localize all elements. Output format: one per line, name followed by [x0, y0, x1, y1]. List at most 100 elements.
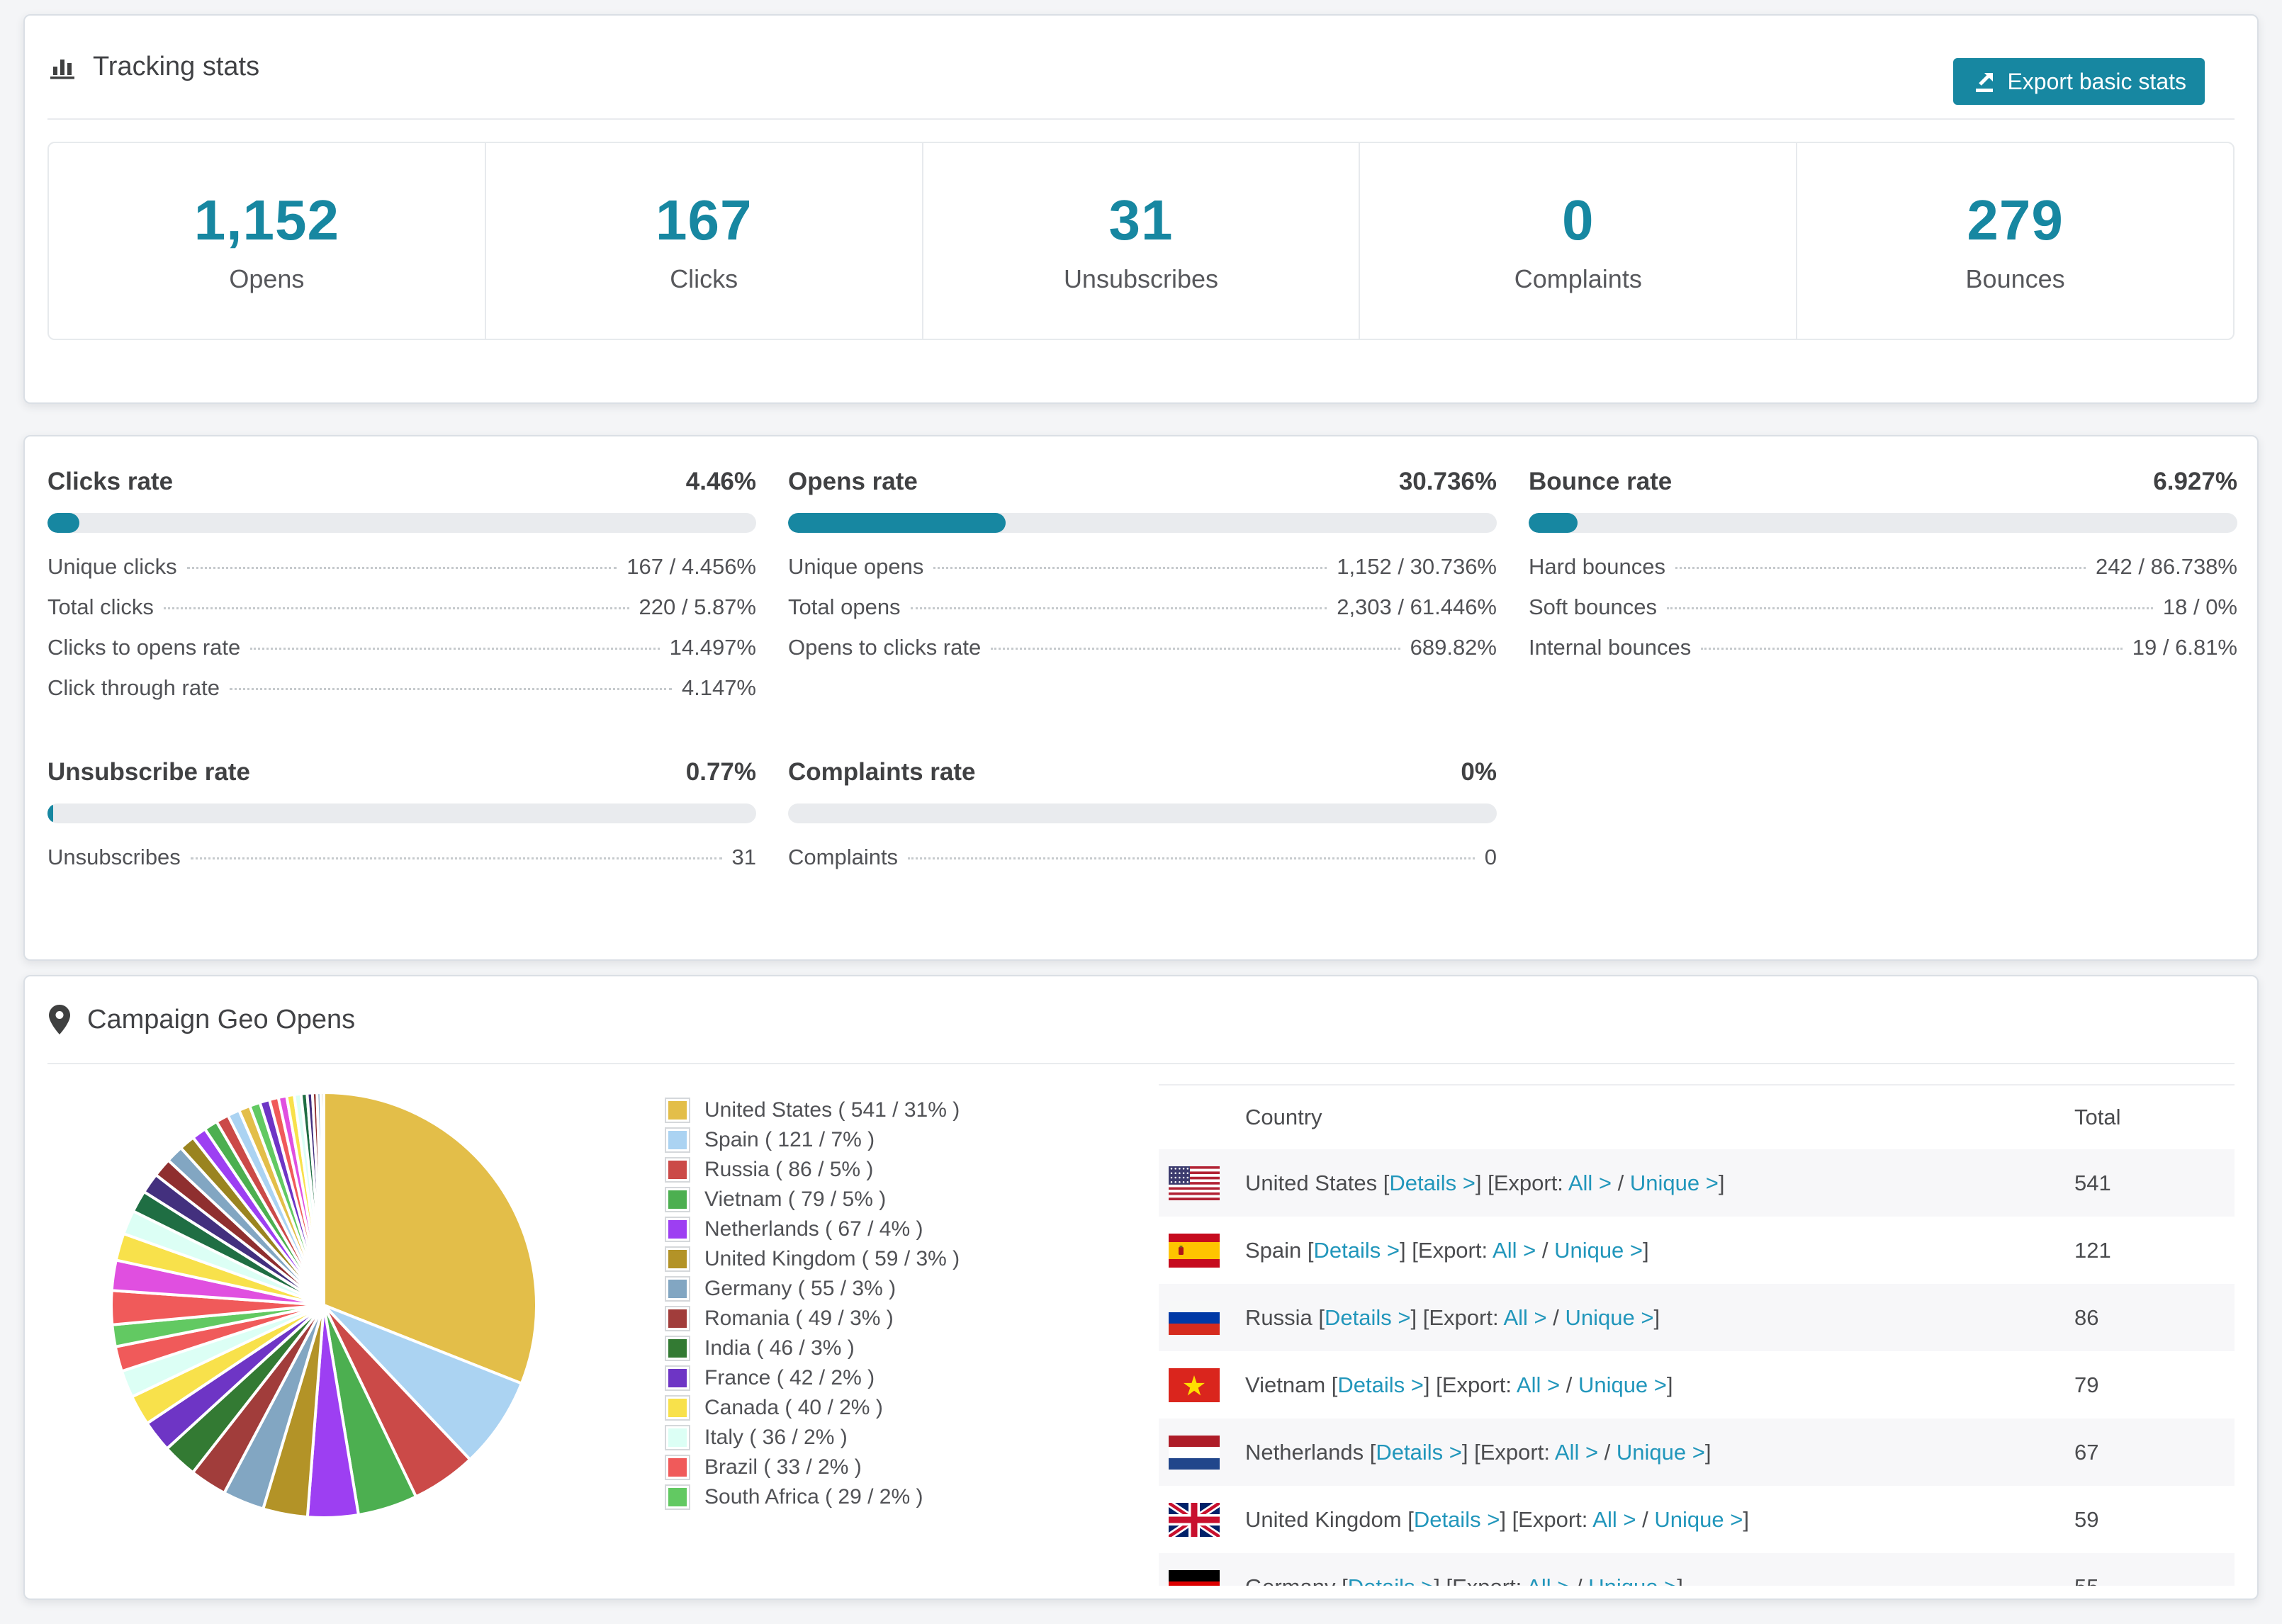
stat-bounces-label: Bounces: [1965, 264, 2065, 293]
country-name: Netherlands: [1245, 1439, 1364, 1465]
opens-rate-title: Opens rate: [788, 468, 918, 495]
country-cell: Netherlands [Details >] [Export: All > /…: [1245, 1439, 1712, 1465]
legend-label: Romania ( 49 / 3% ): [704, 1307, 894, 1330]
table-row: United States [Details >] [Export: All >…: [1159, 1149, 2235, 1217]
opens-rate-value: 30.736%: [1398, 468, 1497, 495]
export-basic-stats-button[interactable]: Export basic stats: [1953, 58, 2205, 105]
stat-unsubscribes: 31 Unsubscribes: [921, 143, 1359, 339]
export-unique-link[interactable]: Unique >: [1654, 1506, 1743, 1532]
details-link[interactable]: Details >: [1313, 1237, 1400, 1263]
table-row: Russia [Details >] [Export: All > / Uniq…: [1159, 1284, 2235, 1351]
rate-detail-row: Complaints 0: [788, 845, 1497, 885]
legend-label: United Kingdom ( 59 / 3% ): [704, 1247, 960, 1270]
country-total: 79: [2074, 1372, 2099, 1397]
tracking-stats-card: Tracking stats Export basic stats 1,152 …: [23, 14, 2259, 404]
export-unique-link[interactable]: Unique >: [1629, 1170, 1719, 1195]
stat-clicks: 167 Clicks: [484, 143, 922, 339]
row-value: 4.147%: [681, 675, 756, 700]
stat-bounces: 279 Bounces: [1796, 143, 2233, 339]
export-all-link[interactable]: All >: [1516, 1372, 1561, 1397]
row-value: 19 / 6.81%: [2132, 635, 2237, 660]
row-label: Complaints: [788, 845, 899, 869]
rate-detail-row: Total clicks 220 / 5.87%: [47, 594, 756, 635]
legend-swatch: [666, 1158, 689, 1181]
rate-detail-row: Unique opens 1,152 / 30.736%: [788, 554, 1497, 594]
row-label: Internal bounces: [1529, 635, 1692, 660]
export-unique-link[interactable]: Unique >: [1565, 1304, 1654, 1330]
legend-swatch: [666, 1188, 689, 1211]
country-name: Russia: [1245, 1304, 1313, 1330]
row-value: 31: [731, 845, 756, 869]
legend-item: Canada ( 40 / 2% ): [666, 1393, 960, 1423]
bounce-rate-section: Bounce rate 6.927% Hard bounces 242 / 86.…: [1529, 462, 2237, 675]
details-link[interactable]: Details >: [1376, 1439, 1462, 1465]
legend-swatch: [666, 1397, 689, 1419]
legend-label: Spain ( 121 / 7% ): [704, 1128, 875, 1151]
pie-slice: [322, 1304, 523, 1461]
table-row: Spain [Details >] [Export: All > / Uniqu…: [1159, 1217, 2235, 1284]
legend-label: India ( 46 / 3% ): [704, 1336, 855, 1360]
details-link[interactable]: Details >: [1389, 1170, 1476, 1195]
geo-table-header: Country Total: [1159, 1084, 2235, 1149]
rate-detail-row: Internal bounces 19 / 6.81%: [1529, 635, 2237, 675]
complaints-rate-section: Complaints rate 0% Complaints 0: [788, 752, 1497, 885]
country-total: 121: [2074, 1237, 2111, 1263]
legend-swatch: [666, 1337, 689, 1360]
legend-swatch: [666, 1307, 689, 1330]
export-unique-link[interactable]: Unique >: [1578, 1372, 1667, 1397]
row-label: Total opens: [788, 594, 901, 619]
details-link[interactable]: Details >: [1348, 1574, 1434, 1586]
flag-icon-us: [1169, 1166, 1220, 1200]
export-all-link[interactable]: All >: [1554, 1439, 1599, 1465]
unsubscribe-rate-title: Unsubscribe rate: [47, 758, 250, 786]
legend-swatch: [666, 1248, 689, 1270]
details-link[interactable]: Details >: [1413, 1506, 1500, 1532]
stats-summary-row: 1,152 Opens 167 Clicks 31 Unsubscribes 0…: [47, 142, 2235, 340]
export-all-link[interactable]: All >: [1493, 1237, 1536, 1263]
export-all-link[interactable]: All >: [1592, 1506, 1636, 1532]
row-label: Opens to clicks rate: [788, 635, 982, 660]
complaints-rate-value: 0%: [1461, 758, 1497, 786]
export-all-link[interactable]: All >: [1503, 1304, 1547, 1330]
table-row: Vietnam [Details >] [Export: All > / Uni…: [1159, 1351, 2235, 1419]
flag-icon-es: [1169, 1233, 1220, 1268]
pie-slice: [319, 1090, 325, 1307]
stat-clicks-value: 167: [655, 188, 753, 252]
country-cell: United States [Details >] [Export: All >…: [1245, 1170, 1725, 1195]
export-all-link[interactable]: All >: [1568, 1170, 1612, 1195]
legend-item: South Africa ( 29 / 2% ): [666, 1482, 960, 1512]
complaints-rate-bar: [788, 803, 1497, 823]
rate-detail-row: Soft bounces 18 / 0%: [1529, 594, 2237, 635]
export-button-label: Export basic stats: [2007, 68, 2186, 94]
details-link[interactable]: Details >: [1325, 1304, 1411, 1330]
legend-item: Italy ( 36 / 2% ): [666, 1423, 960, 1453]
map-pin-icon: [47, 1003, 72, 1036]
country-name: United States: [1245, 1170, 1378, 1195]
geo-header: Campaign Geo Opens: [47, 976, 2235, 1064]
unsubscribe-rate-value: 0.77%: [685, 758, 756, 786]
flag-icon-gb: [1169, 1502, 1220, 1537]
row-value: 242 / 86.738%: [2096, 554, 2237, 579]
legend-label: Canada ( 40 / 2% ): [704, 1396, 883, 1419]
export-icon: [1972, 69, 1997, 94]
legend-swatch: [666, 1426, 689, 1449]
export-unique-link[interactable]: Unique >: [1588, 1574, 1677, 1586]
legend-item: India ( 46 / 3% ): [666, 1333, 960, 1363]
legend-swatch: [666, 1129, 689, 1151]
rate-detail-row: Click through rate 4.147%: [47, 675, 756, 716]
export-unique-link[interactable]: Unique >: [1616, 1439, 1705, 1465]
table-row: United Kingdom [Details >] [Export: All …: [1159, 1486, 2235, 1553]
country-total: 86: [2074, 1304, 2099, 1330]
campaign-geo-opens-card: Campaign Geo Opens United States ( 541 /…: [23, 975, 2259, 1600]
country-cell: Vietnam [Details >] [Export: All > / Uni…: [1245, 1372, 1673, 1397]
stat-complaints-label: Complaints: [1514, 264, 1642, 293]
rate-detail-row: Clicks to opens rate 14.497%: [47, 635, 756, 675]
export-unique-link[interactable]: Unique >: [1554, 1237, 1643, 1263]
export-all-link[interactable]: All >: [1527, 1574, 1570, 1586]
clicks-rate-value: 4.46%: [685, 468, 756, 495]
legend-label: United States ( 541 / 31% ): [704, 1098, 960, 1122]
stat-opens: 1,152 Opens: [49, 143, 485, 339]
details-link[interactable]: Details >: [1337, 1372, 1424, 1397]
stat-opens-label: Opens: [229, 264, 305, 293]
flag-icon-de: [1169, 1569, 1220, 1586]
